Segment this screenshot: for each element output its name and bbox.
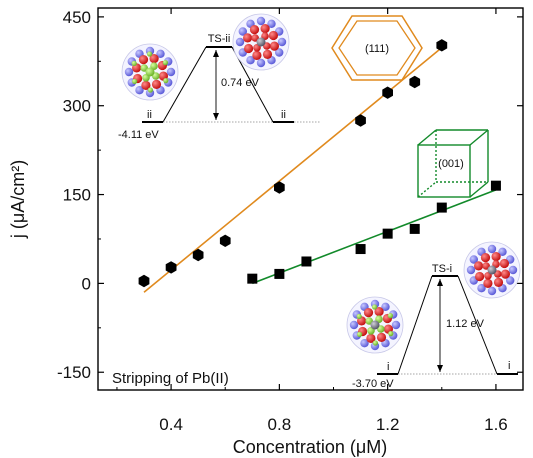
y-axis-ticks: -150 0 150 300 450: [57, 8, 523, 382]
energy-i-initial-energy: -3.70 eV: [352, 378, 394, 390]
cluster-image-i-ts: [463, 241, 521, 299]
chart-annotation: Stripping of Pb(II): [112, 370, 229, 387]
hexagon-point: [165, 261, 177, 274]
x-axis-title: Concentration (μM): [233, 437, 387, 457]
x-tick-label: 0.8: [268, 415, 292, 434]
square-point: [355, 244, 366, 255]
x-tick-label: 1.6: [484, 415, 508, 434]
hexagon-point: [274, 181, 285, 194]
hexagon-point: [138, 274, 150, 288]
x-tick-label: 0.4: [159, 415, 183, 434]
y-axis-title: j (μA/cm²): [8, 160, 28, 239]
energy-ii-initial-label: ii: [147, 109, 152, 121]
square-point: [436, 202, 447, 213]
hexagon-point: [436, 39, 448, 52]
plot-frame: [97, 7, 524, 391]
cluster-image-i-initial: [346, 296, 404, 354]
energy-i-barrier: 1.12 eV: [446, 318, 485, 330]
energy-i-ts-label: TS-i: [432, 263, 452, 275]
cluster-image-ii-ts: [232, 13, 290, 71]
y-tick-label: 0: [82, 274, 91, 293]
y-tick-label: 450: [63, 8, 91, 27]
energy-ii-initial-energy: -4.11 eV: [118, 129, 159, 141]
hexagon-point: [355, 114, 366, 127]
square-point: [274, 268, 285, 279]
data-points: [138, 39, 501, 288]
square-point: [247, 273, 258, 284]
energy-ii-final-label: ii: [281, 109, 286, 121]
energy-profile-i: i i TS-i -3.70 eV 1.12 eV: [352, 263, 518, 390]
facet-111-label: (111): [365, 43, 389, 55]
y-tick-label: 150: [63, 186, 91, 205]
energy-profile-ii: ii ii TS-ii -4.11 eV 0.74 eV: [118, 33, 320, 141]
fit-line-2: [252, 189, 497, 285]
cluster-image-ii-initial: [121, 43, 179, 101]
hexagon-point: [192, 248, 204, 262]
hexagon-point: [219, 234, 231, 247]
hexagon-point: [409, 75, 421, 89]
square-point: [490, 180, 501, 191]
energy-ii-ts-label: TS-ii: [208, 33, 231, 45]
fit-line-1: [143, 47, 443, 293]
square-point: [301, 256, 312, 267]
facet-001-inset: [417, 129, 489, 198]
facet-111-inset: (111): [331, 15, 423, 81]
hexagon-point: [382, 86, 393, 99]
x-axis-ticks: 0.4 0.8 1.2 1.6: [116, 8, 508, 434]
energy-i-initial-label: i: [387, 361, 389, 373]
facet-001-label: (001): [438, 158, 464, 170]
square-point: [382, 228, 393, 239]
y-tick-label: 300: [63, 97, 91, 116]
x-tick-label: 1.2: [376, 415, 400, 434]
square-point: [409, 223, 420, 234]
energy-ii-barrier: 0.74 eV: [221, 77, 260, 89]
energy-i-final-label: i: [508, 360, 510, 372]
y-tick-label: -150: [57, 363, 91, 382]
